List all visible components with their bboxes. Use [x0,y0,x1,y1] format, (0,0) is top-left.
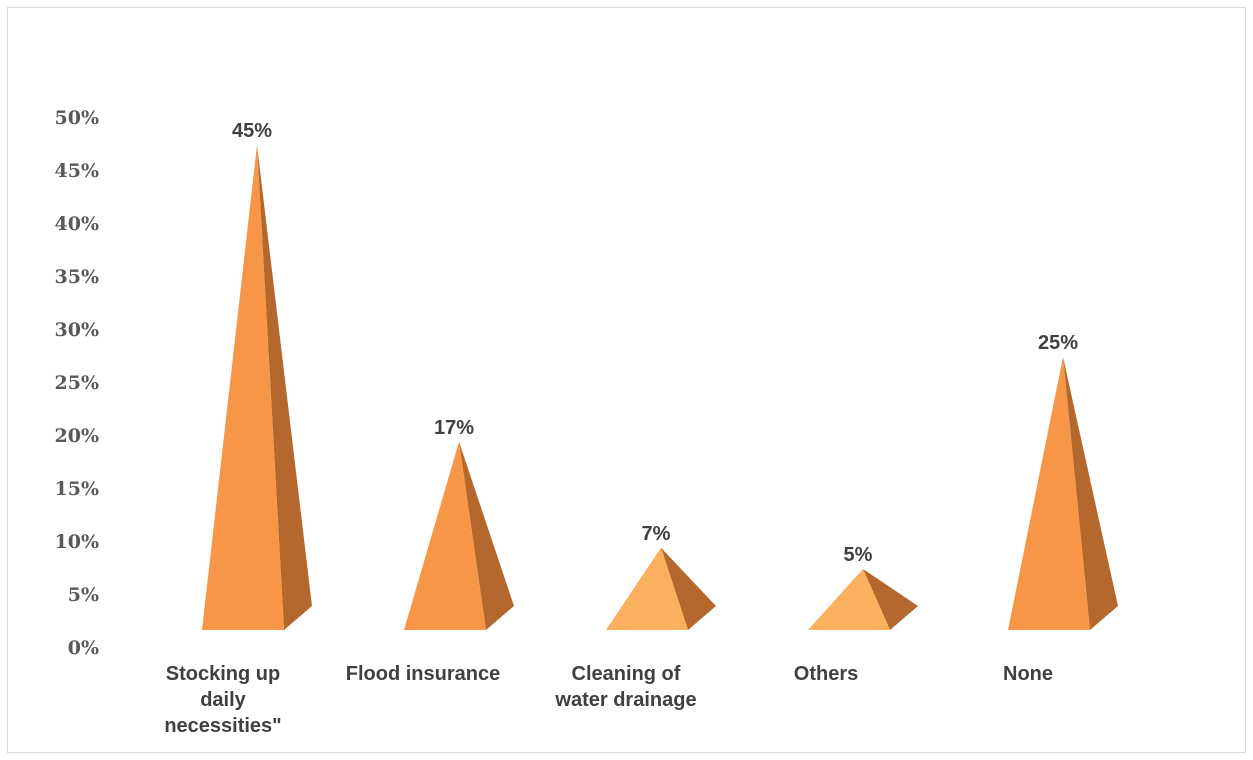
bar-front-face [1008,357,1090,630]
y-tick-label: 25% [55,372,100,394]
y-tick-label: 0% [68,637,99,659]
bar-side-face [459,441,514,630]
x-axis: Stocking up daily necessities" Flood insura… [164,663,1053,737]
data-label: 7% [642,523,671,545]
x-tick-label: water drainage [554,689,696,711]
y-tick-label: 30% [55,319,100,341]
data-labels: 45% 17% 7% 5% 25% [232,120,1078,566]
bar-side-face [863,569,918,630]
data-label: 25% [1038,332,1078,354]
bar-pyramid [202,145,312,630]
y-tick-label: 45% [55,160,100,182]
bar-front-face [404,441,486,630]
data-label: 5% [844,544,873,566]
x-tick-label: daily [200,689,246,711]
y-tick-label: 40% [55,213,100,235]
y-tick-label: 35% [55,266,100,288]
data-label: 45% [232,120,272,142]
x-tick-label: Stocking up [166,663,280,685]
bar-front-face [606,547,688,630]
y-tick-label: 50% [55,107,100,129]
bars [202,145,1118,630]
y-tick-label: 15% [55,478,100,500]
bar-front-face [202,145,284,630]
bar-front-face [808,569,890,630]
x-tick-label: necessities" [164,715,281,737]
bar-side-face [1063,357,1118,630]
x-tick-label: Flood insurance [346,663,500,685]
bar-pyramid [606,547,716,630]
x-tick-label: Cleaning of [572,663,681,685]
x-tick-label: None [1003,663,1053,685]
bar-side-face [257,145,312,630]
bar-pyramid [404,441,514,630]
x-tick-label: Others [794,663,858,685]
data-label: 17% [434,417,474,439]
bar-side-face [661,547,716,630]
y-axis: 0% 5% 10% 15% 20% 25% 30% 35% 40% 45% 50% [55,107,100,659]
y-tick-label: 5% [68,584,99,606]
y-tick-label: 10% [55,531,100,553]
bar-pyramid [1008,357,1118,630]
y-tick-label: 20% [55,425,100,447]
bar-pyramid [808,569,918,630]
